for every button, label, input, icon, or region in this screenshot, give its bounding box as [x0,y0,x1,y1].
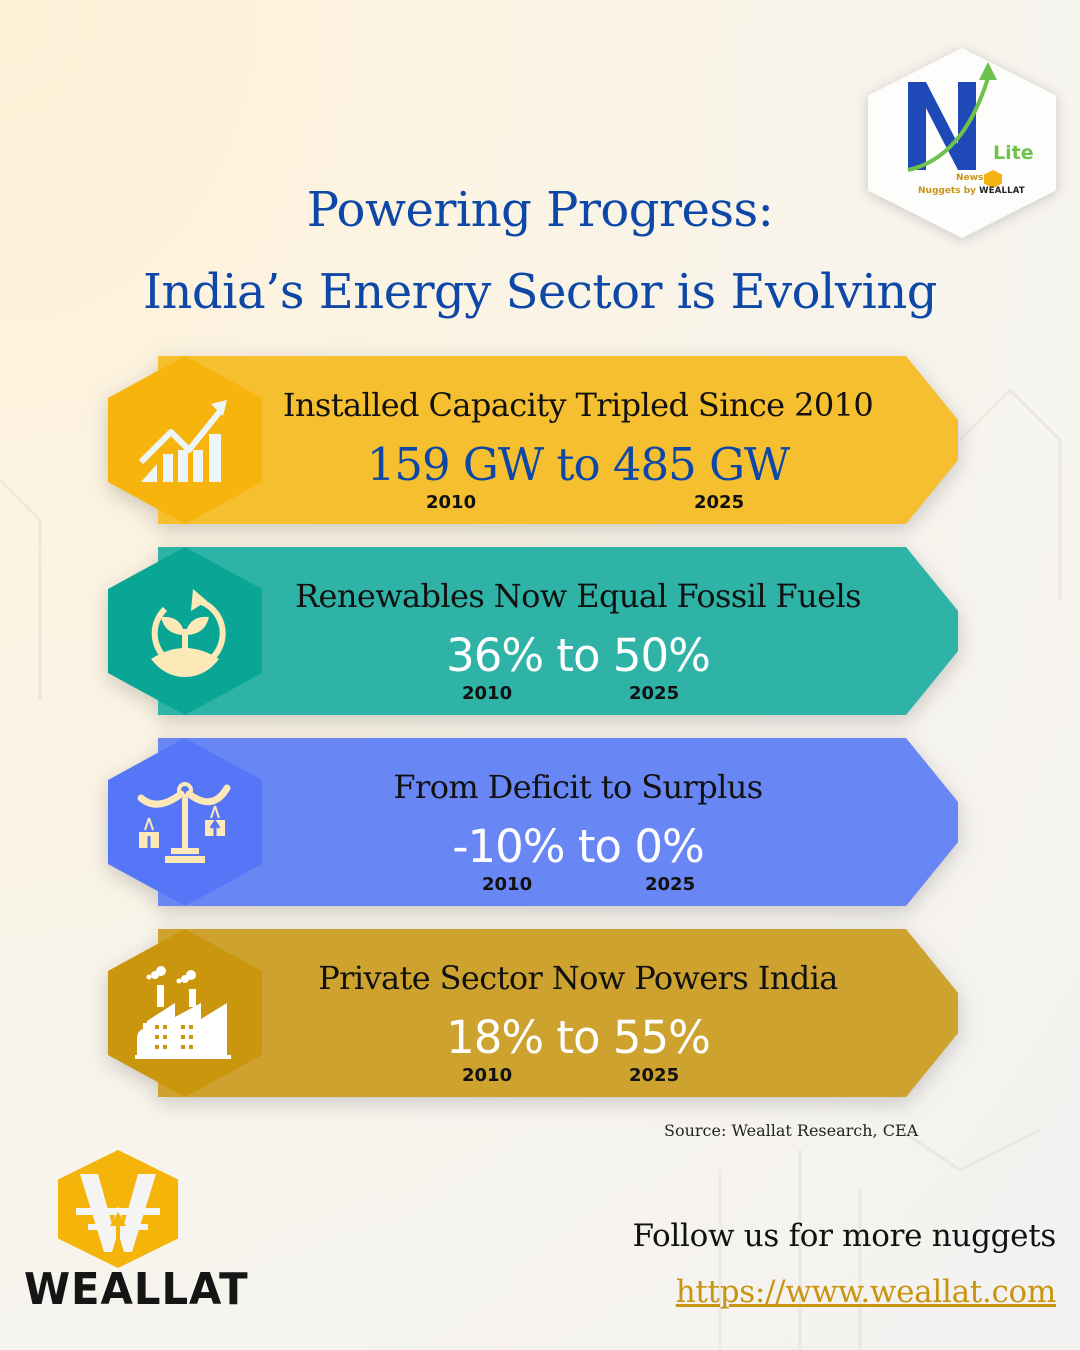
badge-news-label: News [956,173,984,183]
year-from: 2010 [426,492,477,513]
page-title-line1: Powering Progress: [306,182,774,238]
card-heading: Private Sector Now Powers India [318,959,838,997]
card-heading: Installed Capacity Tripled Since 2010 [282,386,874,424]
badge-suffix: Lite [993,142,1034,164]
year-from: 2010 [482,874,533,895]
weallat-logo-icon [58,1150,178,1268]
follow-text: Follow us for more nuggets [632,1218,1056,1254]
card-heading: From Deficit to Surplus [393,768,763,806]
year-to: 2025 [694,492,745,513]
card-value: -10% to 0% [452,820,704,873]
source-note: Source: Weallat Research, CEA [664,1121,919,1140]
card-heading: Renewables Now Equal Fossil Fuels [295,577,861,615]
balance-scale-icon [108,738,262,906]
page-title-line2: India’s Energy Sector is Evolving [143,264,937,320]
sprout-cycle-icon [108,547,262,715]
growth-chart-icon [108,356,262,524]
year-from: 2010 [462,1065,513,1086]
year-to: 2025 [629,683,680,704]
card-value: 18% to 55% [446,1011,711,1064]
stat-card-renewables: Renewables Now Equal Fossil Fuels 36% to… [108,547,958,715]
card-value: 159 GW to 485 GW [366,438,791,491]
card-value: 36% to 50% [446,629,711,682]
weallat-mini-logo-icon [984,170,1002,188]
badge-nuggets-label: Nuggets by WEALLAT [918,186,1025,196]
year-from: 2010 [462,683,513,704]
stat-card-private-sector: Private Sector Now Powers India 18% to 5… [108,929,958,1097]
website-link[interactable]: https://www.weallat.com [675,1274,1057,1310]
year-to: 2025 [645,874,696,895]
factory-icon [108,929,262,1097]
stat-card-deficit: From Deficit to Surplus -10% to 0% 2010 … [108,738,958,906]
weallat-wordmark: WEALLAT [24,1264,249,1315]
n-arrow-logo-icon [907,62,997,172]
stat-card-capacity: Installed Capacity Tripled Since 2010 15… [108,356,958,524]
n-lite-badge: Lite News Nuggets by WEALLAT [868,48,1056,238]
year-to: 2025 [629,1065,680,1086]
